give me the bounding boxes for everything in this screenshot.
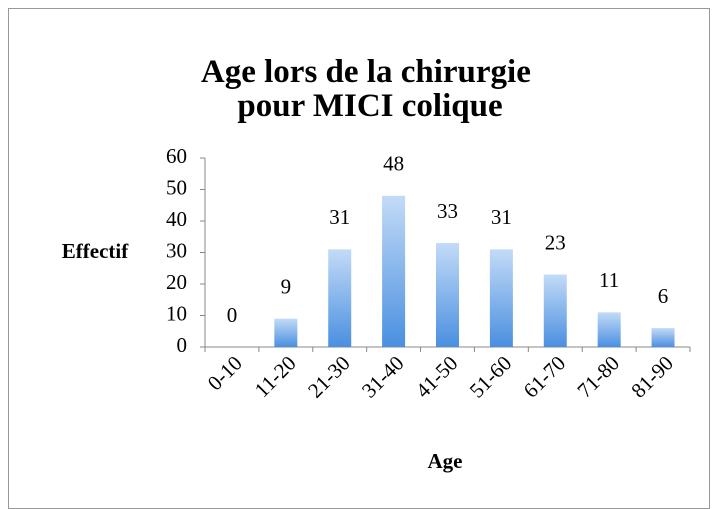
y-tick-label: 40 — [166, 207, 187, 231]
bar — [543, 274, 567, 347]
bar — [597, 312, 621, 347]
x-tick-label: 81-90 — [626, 351, 678, 403]
bar — [436, 243, 459, 347]
x-tick-label: 31-40 — [357, 351, 409, 403]
data-label: 33 — [437, 199, 458, 223]
bar — [382, 195, 406, 347]
chart-title: Age lors de la chirurgie pour MICI coliq… — [201, 54, 539, 124]
x-tick-label: 71-80 — [572, 351, 624, 403]
y-tick-label: 20 — [166, 270, 187, 294]
data-label: 0 — [227, 303, 238, 327]
x-tick-label: 0-10 — [203, 351, 247, 395]
x-tick-label: 21-30 — [303, 351, 355, 403]
data-label: 31 — [329, 205, 350, 229]
y-tick-label: 30 — [166, 238, 187, 262]
y-tick-label: 60 — [166, 144, 187, 168]
bar — [489, 249, 513, 347]
data-label: 23 — [545, 230, 566, 254]
bar — [651, 328, 675, 347]
y-axis-title: Effectif — [62, 239, 129, 263]
data-label: 11 — [599, 268, 619, 292]
data-label: 9 — [281, 274, 292, 298]
x-tick-label: 11-20 — [250, 351, 301, 402]
data-label: 6 — [658, 284, 669, 308]
x-tick-label: 41-50 — [411, 351, 463, 403]
data-label: 48 — [383, 152, 404, 176]
x-tick-label: 61-70 — [519, 351, 571, 403]
y-tick-label: 0 — [177, 333, 188, 357]
bar — [274, 318, 298, 347]
y-tick-label: 10 — [166, 301, 187, 325]
x-tick-label: 51-60 — [465, 351, 517, 403]
y-tick-label: 50 — [166, 175, 187, 199]
data-label: 31 — [491, 205, 512, 229]
x-axis-title: Age — [428, 449, 463, 473]
bar — [328, 249, 352, 347]
